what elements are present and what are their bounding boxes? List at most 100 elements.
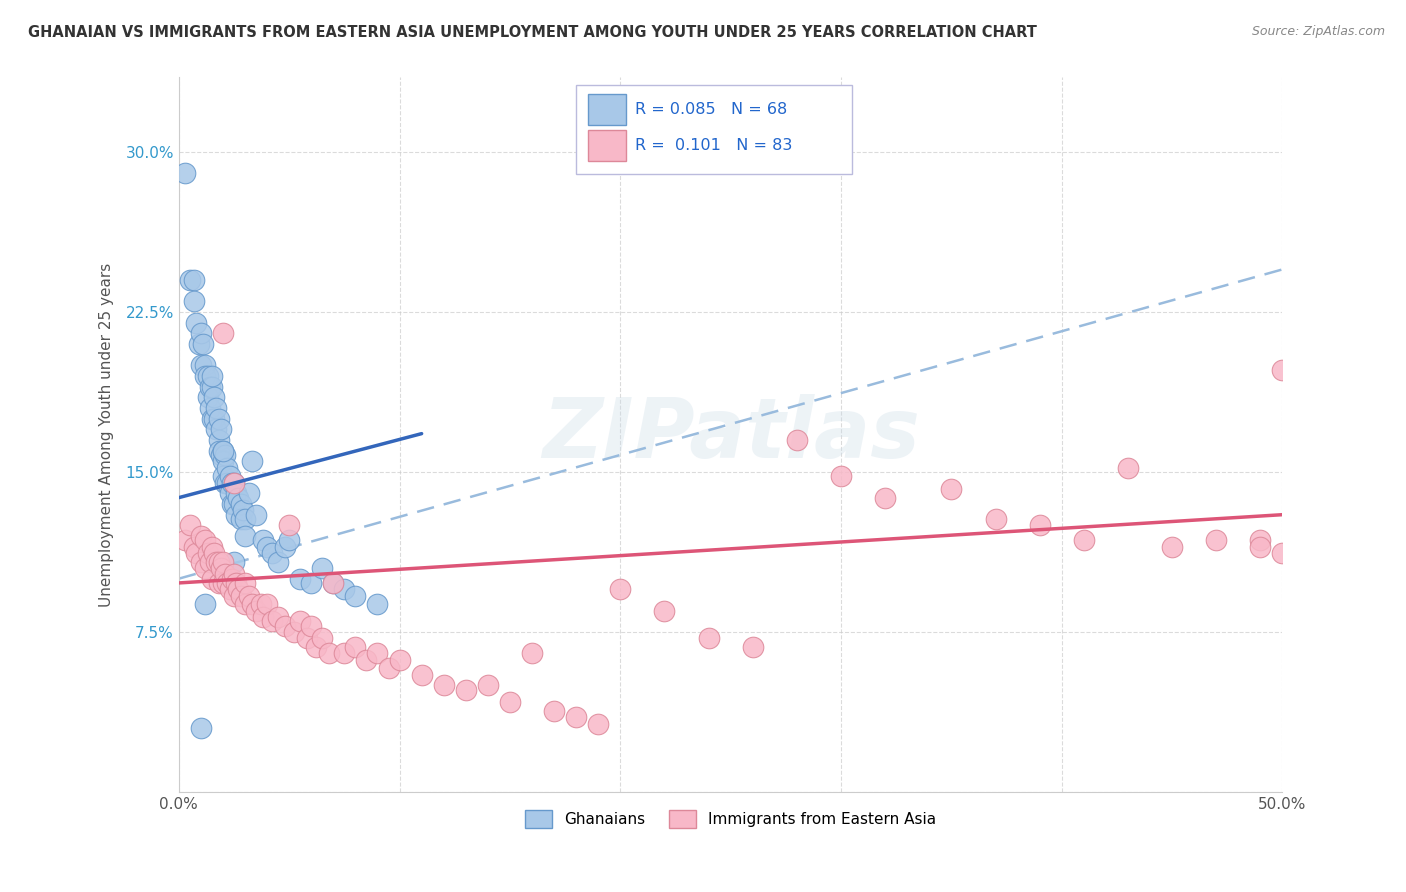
Point bbox=[207, 411, 229, 425]
Point bbox=[222, 497, 245, 511]
Point bbox=[299, 576, 322, 591]
Point bbox=[209, 422, 232, 436]
Point bbox=[209, 561, 232, 575]
Point bbox=[222, 475, 245, 490]
Point bbox=[477, 678, 499, 692]
Point bbox=[311, 561, 333, 575]
Point bbox=[245, 508, 267, 522]
Point bbox=[217, 475, 239, 490]
Point bbox=[609, 582, 631, 597]
Point bbox=[433, 678, 456, 692]
Point bbox=[278, 533, 301, 548]
Point bbox=[198, 555, 221, 569]
Point bbox=[225, 486, 247, 500]
Text: R = 0.085   N = 68: R = 0.085 N = 68 bbox=[634, 102, 787, 117]
Point bbox=[565, 710, 588, 724]
Point bbox=[194, 533, 217, 548]
Point bbox=[212, 443, 235, 458]
Point bbox=[356, 653, 378, 667]
Point bbox=[194, 561, 217, 575]
Point bbox=[941, 482, 963, 496]
Point bbox=[222, 475, 245, 490]
Point bbox=[1249, 533, 1271, 548]
Point bbox=[222, 567, 245, 582]
Point bbox=[222, 589, 245, 603]
Point bbox=[212, 454, 235, 468]
Point bbox=[229, 512, 252, 526]
Point bbox=[311, 632, 333, 646]
Point bbox=[411, 667, 433, 681]
Point bbox=[240, 454, 263, 468]
Point bbox=[499, 695, 522, 709]
Text: Source: ZipAtlas.com: Source: ZipAtlas.com bbox=[1251, 25, 1385, 38]
Point bbox=[543, 704, 565, 718]
Point bbox=[212, 443, 235, 458]
Point bbox=[194, 359, 217, 373]
Point bbox=[194, 597, 217, 611]
Point bbox=[1271, 546, 1294, 560]
Point bbox=[197, 390, 219, 404]
Point bbox=[179, 518, 201, 533]
Point bbox=[190, 359, 212, 373]
Point bbox=[245, 604, 267, 618]
Text: GHANAIAN VS IMMIGRANTS FROM EASTERN ASIA UNEMPLOYMENT AMONG YOUTH UNDER 25 YEARS: GHANAIAN VS IMMIGRANTS FROM EASTERN ASIA… bbox=[28, 25, 1038, 40]
Point bbox=[290, 572, 312, 586]
Point bbox=[190, 529, 212, 543]
Point bbox=[229, 497, 252, 511]
Point bbox=[214, 567, 236, 582]
Point bbox=[233, 529, 256, 543]
Point bbox=[183, 294, 205, 309]
Point bbox=[697, 632, 720, 646]
Point bbox=[238, 589, 260, 603]
FancyBboxPatch shape bbox=[576, 85, 852, 174]
Point bbox=[238, 486, 260, 500]
Point bbox=[186, 316, 208, 330]
Point bbox=[194, 369, 217, 384]
Point bbox=[221, 497, 243, 511]
Point bbox=[299, 618, 322, 632]
Point bbox=[179, 273, 201, 287]
Point bbox=[233, 597, 256, 611]
Y-axis label: Unemployment Among Youth under 25 years: Unemployment Among Youth under 25 years bbox=[100, 262, 114, 607]
Point bbox=[205, 555, 228, 569]
Point bbox=[267, 555, 290, 569]
Point bbox=[205, 401, 228, 415]
Point bbox=[212, 326, 235, 341]
Legend: Ghanaians, Immigrants from Eastern Asia: Ghanaians, Immigrants from Eastern Asia bbox=[519, 804, 942, 834]
Point bbox=[201, 380, 224, 394]
Point bbox=[249, 597, 271, 611]
Point bbox=[305, 640, 328, 654]
Point bbox=[209, 448, 232, 462]
Point bbox=[333, 582, 356, 597]
Text: ZIPatlas: ZIPatlas bbox=[541, 394, 920, 475]
Point bbox=[183, 540, 205, 554]
Point bbox=[190, 721, 212, 735]
Point bbox=[252, 533, 274, 548]
Point bbox=[205, 422, 228, 436]
Point bbox=[283, 625, 305, 640]
Point bbox=[240, 597, 263, 611]
Point bbox=[212, 576, 235, 591]
Point bbox=[388, 653, 411, 667]
Point bbox=[1161, 540, 1184, 554]
Point bbox=[295, 632, 318, 646]
Point bbox=[229, 589, 252, 603]
Point bbox=[221, 572, 243, 586]
Point bbox=[197, 546, 219, 560]
Point bbox=[190, 555, 212, 569]
Point bbox=[1205, 533, 1227, 548]
Point bbox=[322, 576, 344, 591]
Point bbox=[222, 555, 245, 569]
Point bbox=[187, 337, 209, 351]
Point bbox=[221, 475, 243, 490]
Point bbox=[183, 273, 205, 287]
Point bbox=[190, 326, 212, 341]
Point bbox=[201, 411, 224, 425]
Point bbox=[201, 572, 224, 586]
Point bbox=[197, 369, 219, 384]
Point bbox=[366, 597, 388, 611]
Point bbox=[225, 576, 247, 591]
Point bbox=[654, 604, 676, 618]
Point bbox=[344, 640, 367, 654]
Point bbox=[233, 512, 256, 526]
